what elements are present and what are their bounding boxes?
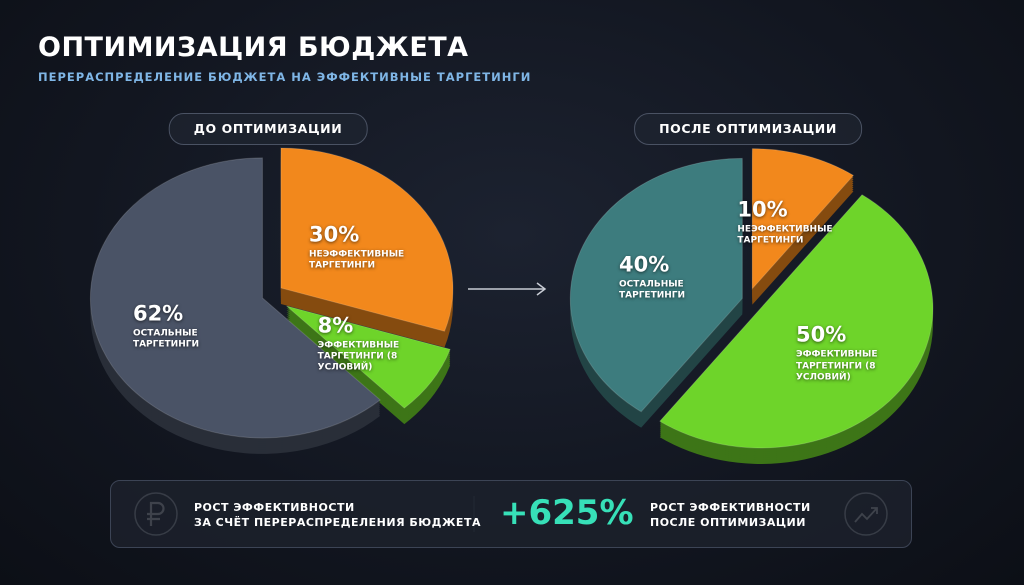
slice-label: 50% ЭФФЕКТИВНЫЕ ТАРГЕТИНГИ (8 УСЛОВИЙ) [796, 323, 901, 384]
slice [280, 147, 454, 332]
slice-category: ЭФФЕКТИВНЫЕ ТАРГЕТИНГИ (8 УСЛОВИЙ) [795, 349, 878, 383]
pie-title: ДО ОПТИМИЗАЦИИ [168, 113, 368, 145]
slice-label: 40% ОСТАЛЬНЫЕ ТАРГЕТИНГИ [619, 252, 724, 302]
left-text: РОСТ ЭФФЕКТИВНОСТИ ЗА СЧЁТ ПЕРЕРАСПРЕДЕЛ… [194, 500, 481, 530]
text-line: РОСТ ЭФФЕКТИВНОСТИ [194, 501, 355, 514]
right-text: РОСТ ЭФФЕКТИВНОСТИ ПОСЛЕ ОПТИМИЗАЦИИ [650, 500, 811, 530]
slice-category: ЭФФЕКТИВНЫЕ ТАРГЕТИНГИ (8 УСЛОВИЙ) [317, 340, 400, 373]
slice [89, 157, 381, 439]
slice-group [286, 305, 451, 425]
slice-category: ОСТАЛЬНЫЕ ТАРГЕТИНГИ [132, 328, 200, 350]
slice-value: 50% [795, 322, 847, 347]
slice-group [751, 148, 855, 305]
slice-category: НЕЭФФЕКТИВНЫЕ ТАРГЕТИНГИ [309, 249, 405, 271]
slice-category: НЕЭФФЕКТИВНЫЕ ТАРГЕТИНГИ [737, 224, 833, 246]
slice-label: 10% НЕЭФФЕКТИВНЫЕ ТАРГЕТИНГИ [737, 197, 842, 247]
slice-group [659, 194, 934, 464]
slice [659, 194, 934, 449]
slice-value: 40% [619, 252, 670, 277]
slice [751, 148, 855, 290]
slice-group [280, 147, 454, 348]
subtitle: ПЕРЕРАСПРЕДЕЛЕНИЕ БЮДЖЕТА НА ЭФФЕКТИВНЫЕ… [38, 70, 532, 84]
slice-label: 62% ОСТАЛЬНЫЕ ТАРГЕТИНГИ [133, 301, 238, 351]
slice-label: 30% НЕЭФФЕКТИВНЫЕ ТАРГЕТИНГИ [309, 222, 414, 272]
highlight: +625% [500, 493, 634, 533]
text-line: РОСТ ЭФФЕКТИВНОСТИ [650, 501, 811, 514]
slice [569, 157, 743, 413]
title: ОПТИМИЗАЦИЯ БЮДЖЕТА [38, 32, 469, 63]
slice-category: ОСТАЛЬНЫЕ ТАРГЕТИНГИ [619, 279, 686, 301]
slice-value: 62% [132, 301, 184, 326]
summary-panel [110, 480, 912, 548]
pie-title: ПОСЛЕ ОПТИМИЗАЦИИ [634, 113, 862, 145]
slice-group [89, 157, 381, 454]
slice-value: 8% [317, 313, 354, 338]
slice-value: 30% [309, 222, 360, 247]
text-line: ЗА СЧЁТ ПЕРЕРАСПРЕДЕЛЕНИЯ БЮДЖЕТА [194, 516, 481, 529]
slice-value: 10% [737, 197, 788, 222]
slice [286, 305, 451, 409]
slice-label: 8% ЭФФЕКТИВНЫЕ ТАРГЕТИНГИ (8 УСЛОВИЙ) [318, 313, 423, 374]
slice-group [569, 157, 743, 428]
arrow-head [536, 282, 547, 296]
text-line: ПОСЛЕ ОПТИМИЗАЦИИ [650, 516, 806, 529]
